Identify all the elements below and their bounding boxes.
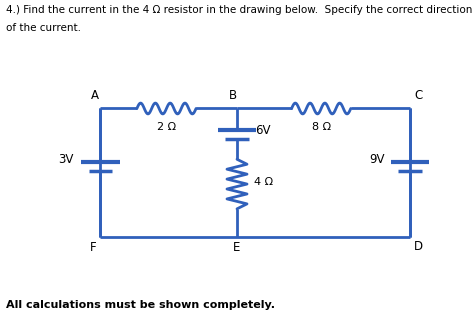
Text: C: C xyxy=(414,89,422,102)
Text: All calculations must be shown completely.: All calculations must be shown completel… xyxy=(6,300,275,310)
Text: 4 Ω: 4 Ω xyxy=(254,177,273,186)
Text: of the current.: of the current. xyxy=(6,23,81,33)
Text: E: E xyxy=(233,241,241,254)
Text: F: F xyxy=(91,241,97,254)
Text: 2 Ω: 2 Ω xyxy=(157,122,176,132)
Text: A: A xyxy=(91,89,99,102)
Text: 6V: 6V xyxy=(255,124,271,137)
Text: D: D xyxy=(413,240,423,253)
Text: 8 Ω: 8 Ω xyxy=(311,122,331,132)
Text: B: B xyxy=(228,89,237,102)
Text: 9V: 9V xyxy=(369,153,385,166)
Text: 4.) Find the current in the 4 Ω resistor in the drawing below.  Specify the corr: 4.) Find the current in the 4 Ω resistor… xyxy=(6,5,472,15)
Text: 3V: 3V xyxy=(58,153,73,166)
